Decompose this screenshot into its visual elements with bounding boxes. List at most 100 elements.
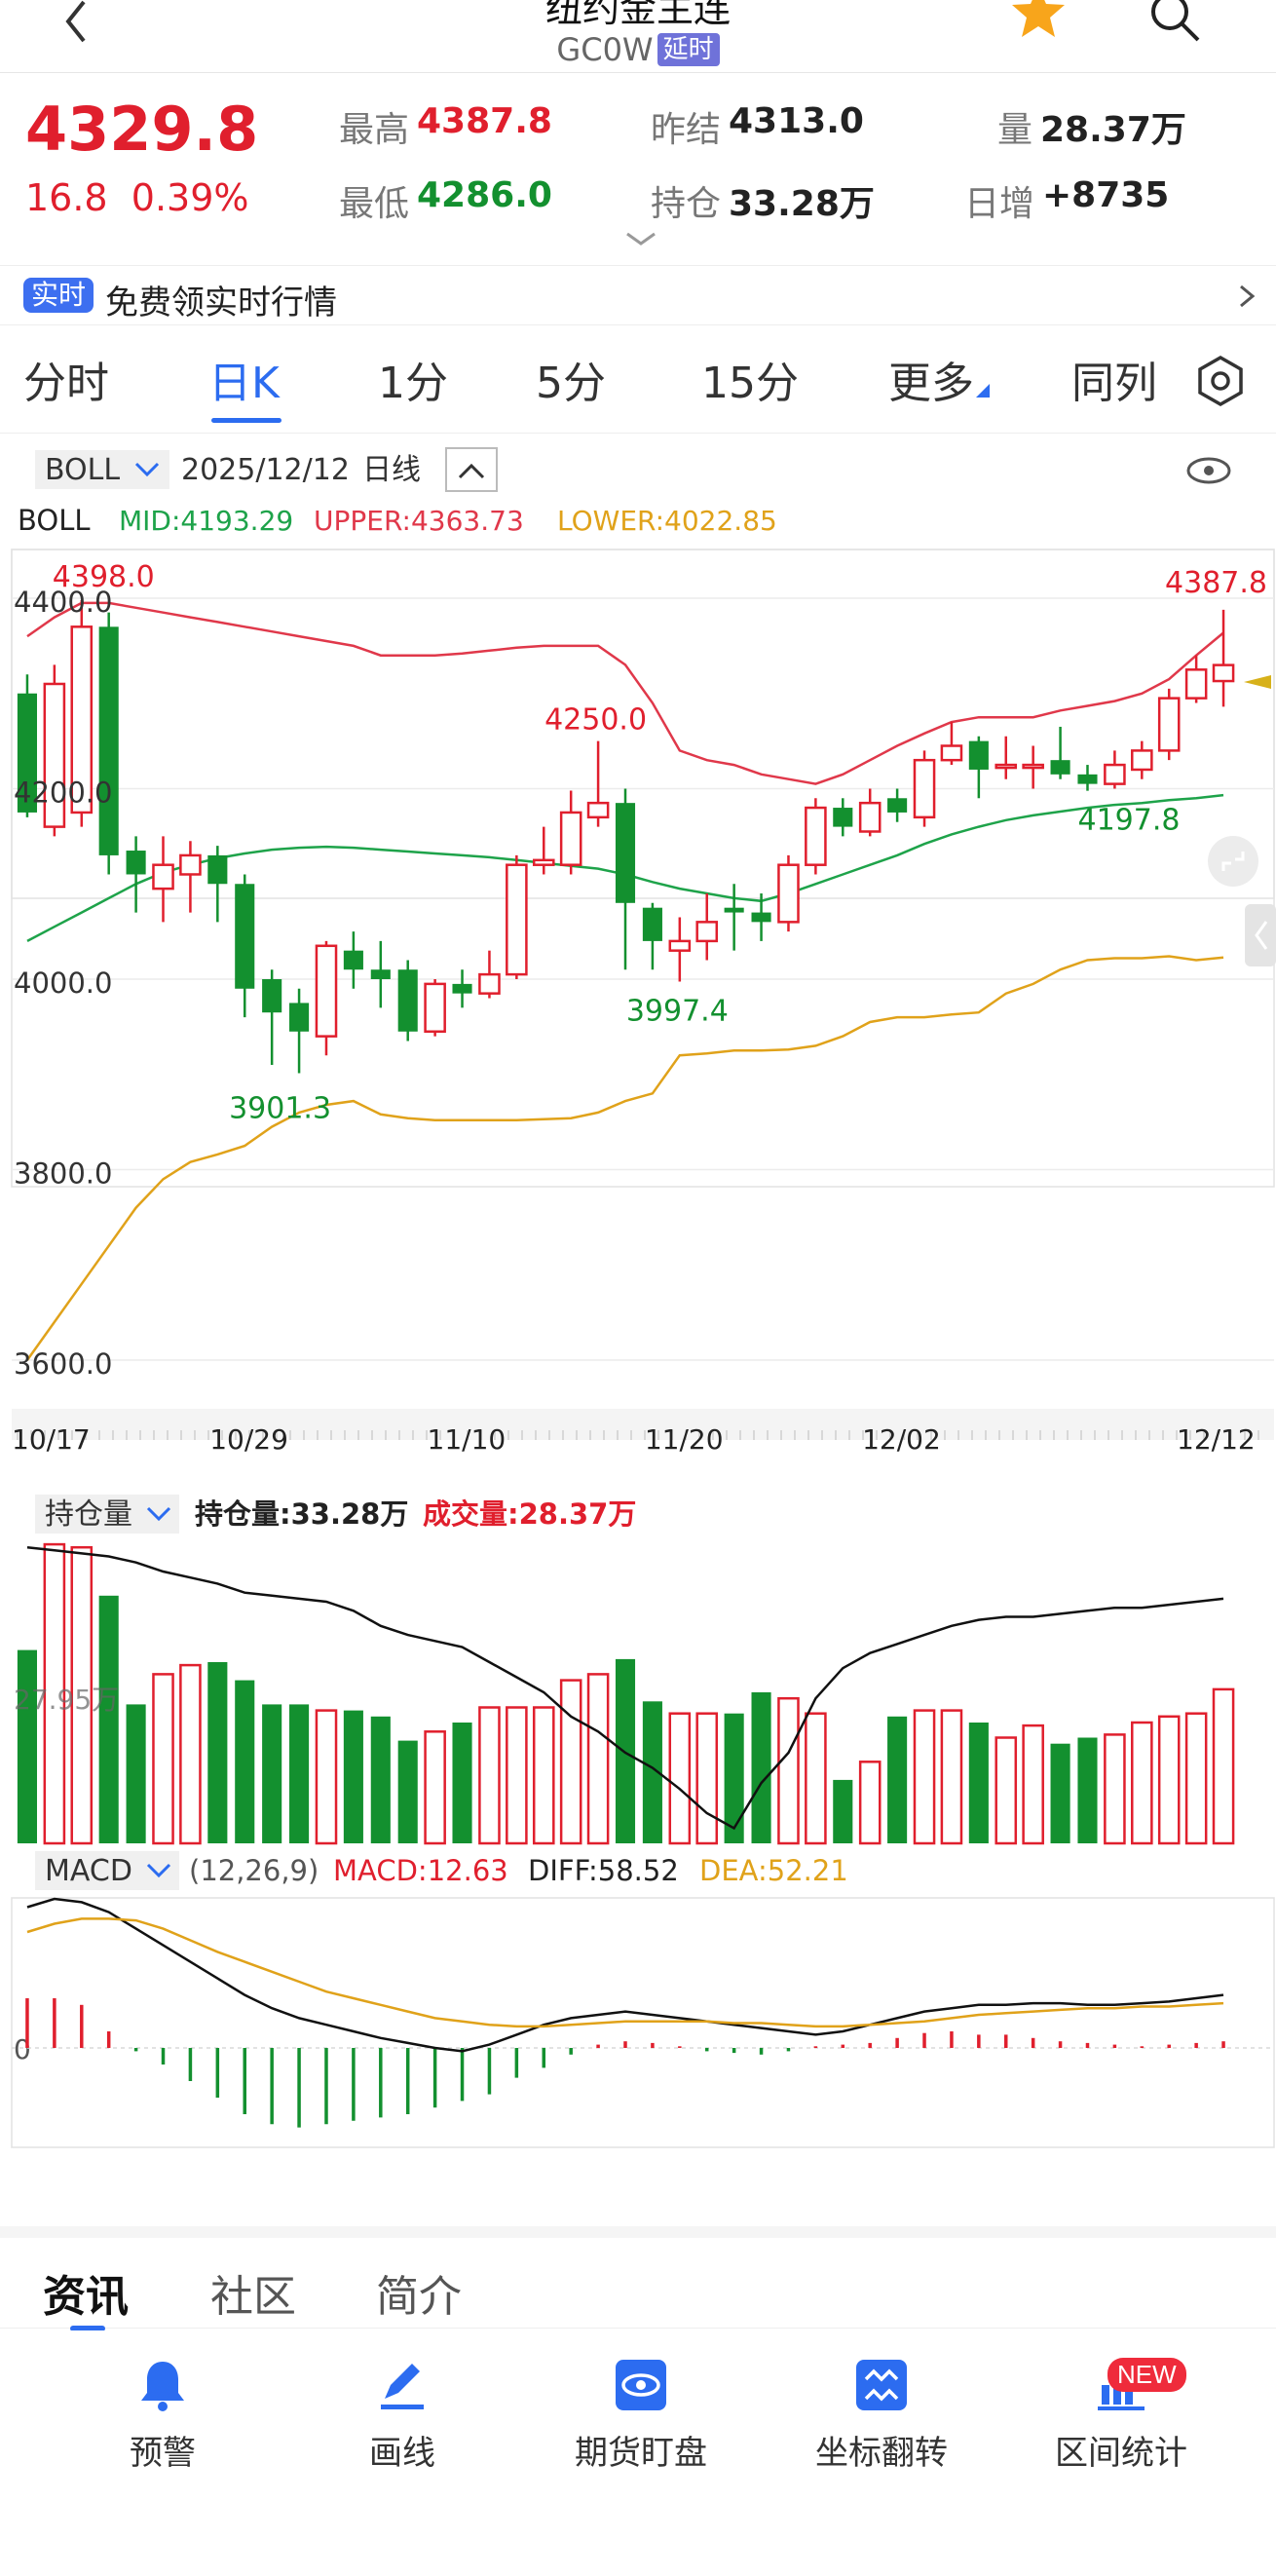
- alert-label: 预警: [130, 2434, 196, 2473]
- price-grid: [12, 597, 1274, 1361]
- promo-text: 免费领实时行情: [105, 284, 337, 322]
- candle-body-down: [833, 808, 853, 827]
- candle-body-up: [1104, 763, 1126, 785]
- chevron-down-icon[interactable]: [623, 228, 658, 251]
- bottom-toolbar: 预警 画线 期货盯盘 坐标翻转 区间统计: [0, 2330, 1276, 2576]
- candle-body-down: [370, 969, 391, 979]
- draw-line-button[interactable]: 画线: [310, 2356, 495, 2474]
- volume-bar-up: [1022, 1724, 1044, 1845]
- price-annotation: 4197.8: [1077, 804, 1180, 838]
- collapse-button[interactable]: [445, 447, 498, 492]
- date-tick-label: 12/12: [1177, 1423, 1256, 1456]
- volume-bar-down: [126, 1704, 146, 1843]
- candle-body-up: [695, 921, 719, 943]
- candle-body-up: [995, 763, 1018, 770]
- favorite-star-icon[interactable]: [1008, 0, 1069, 43]
- volume-bar-up: [1212, 1687, 1235, 1845]
- settings-hexagon-icon[interactable]: [1193, 354, 1248, 408]
- tab-community[interactable]: 社区: [210, 2272, 296, 2322]
- price-axis: 4400.0 4200.0 4000.0 3800.0 3600.0: [14, 586, 112, 1381]
- price-tick-label: 4400.0: [14, 586, 112, 619]
- pen-icon: [381, 2364, 424, 2409]
- volume-bar-up: [152, 1673, 174, 1845]
- volume-bar-up: [695, 1712, 719, 1845]
- realtime-promo-banner[interactable]: 实时 免费领实时行情: [0, 265, 1276, 325]
- volume-bars: [17, 1542, 1235, 1845]
- watch-button[interactable]: 期货盯盘: [548, 2356, 733, 2474]
- tab-more[interactable]: 更多: [888, 348, 992, 410]
- active-tab-indicator: [211, 418, 281, 423]
- main-chart-border: [11, 549, 1275, 1188]
- low-value: 4286.0: [417, 175, 552, 215]
- page-title: 纽约金主连: [544, 0, 731, 30]
- tab-daily-k[interactable]: 日K: [208, 359, 280, 408]
- volume-bar-down: [397, 1740, 418, 1843]
- candle-body-down: [17, 693, 38, 813]
- tab-15min[interactable]: 15分: [701, 359, 799, 408]
- volume-bar-up: [586, 1673, 610, 1845]
- macd-panel: MACD (12,26,9) MACD:12.63 DIFF:58.52 DEA…: [11, 1851, 1275, 2148]
- price-tick-label: 4200.0: [14, 777, 112, 810]
- open-interest-value: 33.28万: [729, 184, 875, 224]
- volume-bar-up: [559, 1679, 582, 1845]
- oi-label: 持仓量:33.28万: [195, 1497, 408, 1531]
- eye-icon: [616, 2360, 666, 2410]
- date-axis-band: [12, 1409, 1274, 1440]
- candle-body-down: [343, 950, 363, 970]
- kline-chart[interactable]: BOLL 2025/12/12 日线 BOLL MID:4193.29 UPPE…: [0, 435, 1276, 2217]
- macd-frame: [11, 1897, 1275, 2148]
- volume-bar-up: [940, 1709, 963, 1845]
- oi-selector[interactable]: 持仓量: [45, 1497, 132, 1532]
- candle-body-up: [559, 811, 582, 866]
- price-annotation: 4398.0: [53, 560, 155, 594]
- price-tick-label: 4000.0: [14, 966, 112, 1000]
- dropdown-triangle-icon: [976, 384, 990, 398]
- tab-news[interactable]: 资讯: [43, 2272, 129, 2322]
- candle-body-up: [805, 806, 827, 866]
- expand-fullscreen-icon[interactable]: [1208, 836, 1258, 887]
- alert-button[interactable]: 预警: [70, 2356, 255, 2474]
- candle-body-down: [207, 854, 228, 885]
- tab-profile[interactable]: 简介: [376, 2272, 462, 2322]
- date-axis: 10/17 10/29 11/10 11/20 12/02 12/12: [12, 1409, 1274, 1456]
- prev-settle-label: 昨结: [651, 110, 722, 150]
- candle-body-up: [179, 853, 202, 876]
- tab-compare[interactable]: 同列: [1071, 359, 1157, 408]
- indicator-selector[interactable]: BOLL: [45, 453, 120, 487]
- tab-5min[interactable]: 5分: [536, 359, 606, 408]
- volume-bar-up: [478, 1706, 501, 1845]
- daily-increase-label: 日增: [964, 184, 1035, 224]
- chart-toolbar: BOLL 2025/12/12 日线: [35, 447, 1231, 492]
- candle-body-up: [940, 744, 963, 762]
- search-icon[interactable]: [1145, 0, 1205, 47]
- tab-1min[interactable]: 1分: [378, 359, 448, 408]
- date-tick-label: 10/29: [209, 1423, 288, 1456]
- volume-bar-down: [1077, 1737, 1098, 1843]
- oi-panel: 持仓量 持仓量:33.28万 成交量:28.37万 27.95万: [14, 1495, 1235, 1845]
- candle-body-down: [397, 969, 418, 1032]
- volume-bar-down: [887, 1716, 908, 1843]
- tab-more-label: 更多: [888, 359, 974, 408]
- volume-bar-down: [235, 1680, 255, 1843]
- side-drawer-tab[interactable]: [1245, 904, 1276, 966]
- candle-body-down: [235, 884, 255, 989]
- date-tick-label: 11/10: [428, 1423, 507, 1456]
- candle-body-down: [1050, 760, 1070, 775]
- macd-selector[interactable]: MACD: [45, 1854, 132, 1888]
- flip-axis-button[interactable]: 坐标翻转: [789, 2356, 974, 2474]
- volume-bar-up: [315, 1709, 338, 1845]
- realtime-badge: 实时: [23, 278, 94, 313]
- back-arrow-icon[interactable]: [47, 0, 105, 53]
- candle-body-down: [289, 1003, 310, 1032]
- date-tick-label: 11/20: [645, 1423, 724, 1456]
- date-tick-label: 10/17: [12, 1423, 91, 1456]
- indicator-selector-bg[interactable]: [35, 450, 169, 489]
- tab-intraday[interactable]: 分时: [23, 359, 109, 408]
- candle-body-up: [532, 858, 555, 866]
- range-stats-button[interactable]: 区间统计: [1029, 2356, 1214, 2474]
- candle-body-down: [452, 983, 472, 994]
- last-price: 4329.8: [25, 94, 259, 165]
- eye-icon[interactable]: [1186, 457, 1231, 484]
- candle-body-up: [586, 801, 610, 819]
- volume-bar-up: [1131, 1721, 1153, 1845]
